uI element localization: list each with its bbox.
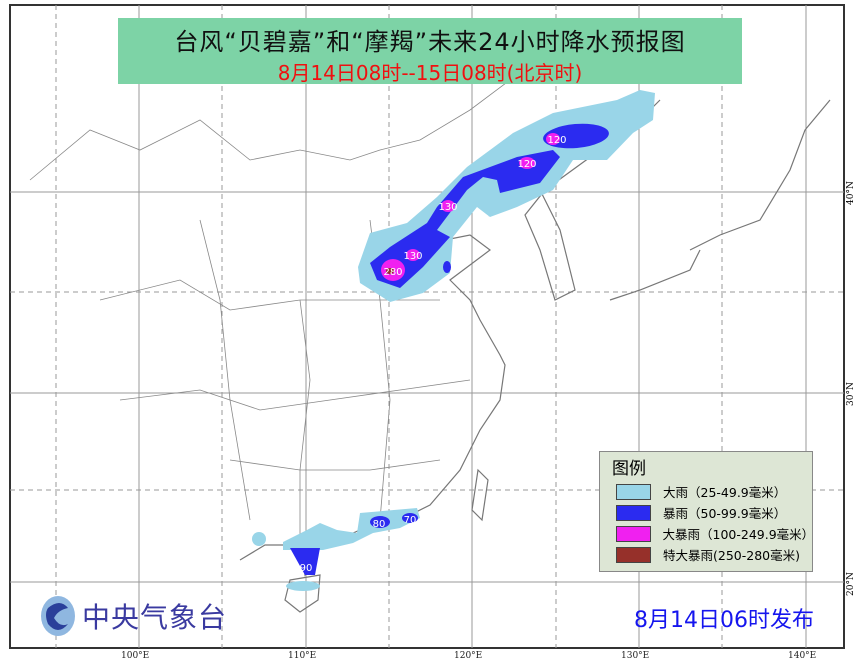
rainstorm-area-guangdong-2: [402, 513, 418, 523]
rain-label: 80: [373, 519, 386, 530]
legend-heading: 图例: [612, 459, 646, 479]
downpour-area-120b: [546, 133, 560, 145]
legend-label: 大雨（25-49.9毫米）: [663, 485, 787, 500]
lon-label: 100°E: [121, 651, 150, 661]
lon-label: 120°E: [454, 651, 483, 661]
legend-label: 暴雨（50-99.9毫米）: [663, 506, 787, 521]
rain-labels: 280 130 130 120 120 80 70 90: [300, 135, 567, 574]
rain-label: 70: [404, 515, 417, 526]
downpour-area-130a: [406, 249, 420, 261]
legend-swatch: [616, 525, 651, 542]
map-title: 台风“贝碧嘉”和“摩羯”未来24小时降水预报图: [174, 28, 686, 56]
rain-label: 130: [438, 202, 457, 213]
rainstorm-area-northeast: [543, 123, 609, 149]
legend-label: 大暴雨（100-249.9毫米）: [662, 527, 815, 542]
legend-item: 大暴雨（100-249.9毫米）: [616, 523, 815, 544]
rain-label: 90: [300, 563, 313, 574]
legend-swatch: [616, 504, 651, 521]
publisher-name: 中央气象台: [82, 601, 228, 634]
map-subtitle: 8月14日08时--15日08时(北京时): [277, 61, 583, 85]
rain-areas: [252, 90, 655, 591]
downpour-area-120a: [519, 157, 535, 169]
lat-label: 20°N: [846, 572, 856, 596]
downpour-area-130b: [441, 200, 455, 212]
rainstorm-area-small: [443, 261, 451, 273]
legend-item: 特大暴雨(250-280毫米): [616, 544, 812, 565]
extreme-downpour-core: [386, 268, 394, 274]
legend-item: 暴雨（50-99.9毫米）: [616, 502, 812, 523]
heavy-rain-area-hainan: [286, 581, 320, 591]
publisher-logo: 中央气象台: [38, 594, 227, 638]
rain-label: 130: [403, 251, 422, 262]
lon-label: 140°E: [788, 651, 817, 661]
rain-label: 280: [383, 267, 402, 278]
rain-label: 120: [517, 159, 536, 170]
lat-label: 40°N: [846, 181, 856, 205]
issue-time: 8月14日06时发布: [634, 608, 814, 633]
rainstorm-area-leizhou: [290, 548, 320, 575]
legend-item: 大雨（25-49.9毫米）: [616, 481, 812, 502]
lon-label: 110°E: [288, 651, 317, 661]
rainstorm-area-guangdong-1: [370, 516, 390, 528]
legend: 图例 大雨（25-49.9毫米） 暴雨（50-99.9毫米） 大暴雨（100-2…: [599, 451, 815, 572]
legend-swatch: [616, 483, 651, 500]
lon-label: 130°E: [621, 651, 650, 661]
rain-label: 120: [547, 135, 566, 146]
lat-label: 30°N: [846, 382, 856, 406]
cma-logo-icon: [41, 596, 75, 636]
title-banner: 台风“贝碧嘉”和“摩羯”未来24小时降水预报图 8月14日08时--15日08时…: [118, 18, 742, 85]
legend-swatch: [616, 546, 651, 563]
legend-label: 特大暴雨(250-280毫米): [663, 548, 800, 563]
heavy-rain-area-guangxi: [252, 532, 266, 546]
